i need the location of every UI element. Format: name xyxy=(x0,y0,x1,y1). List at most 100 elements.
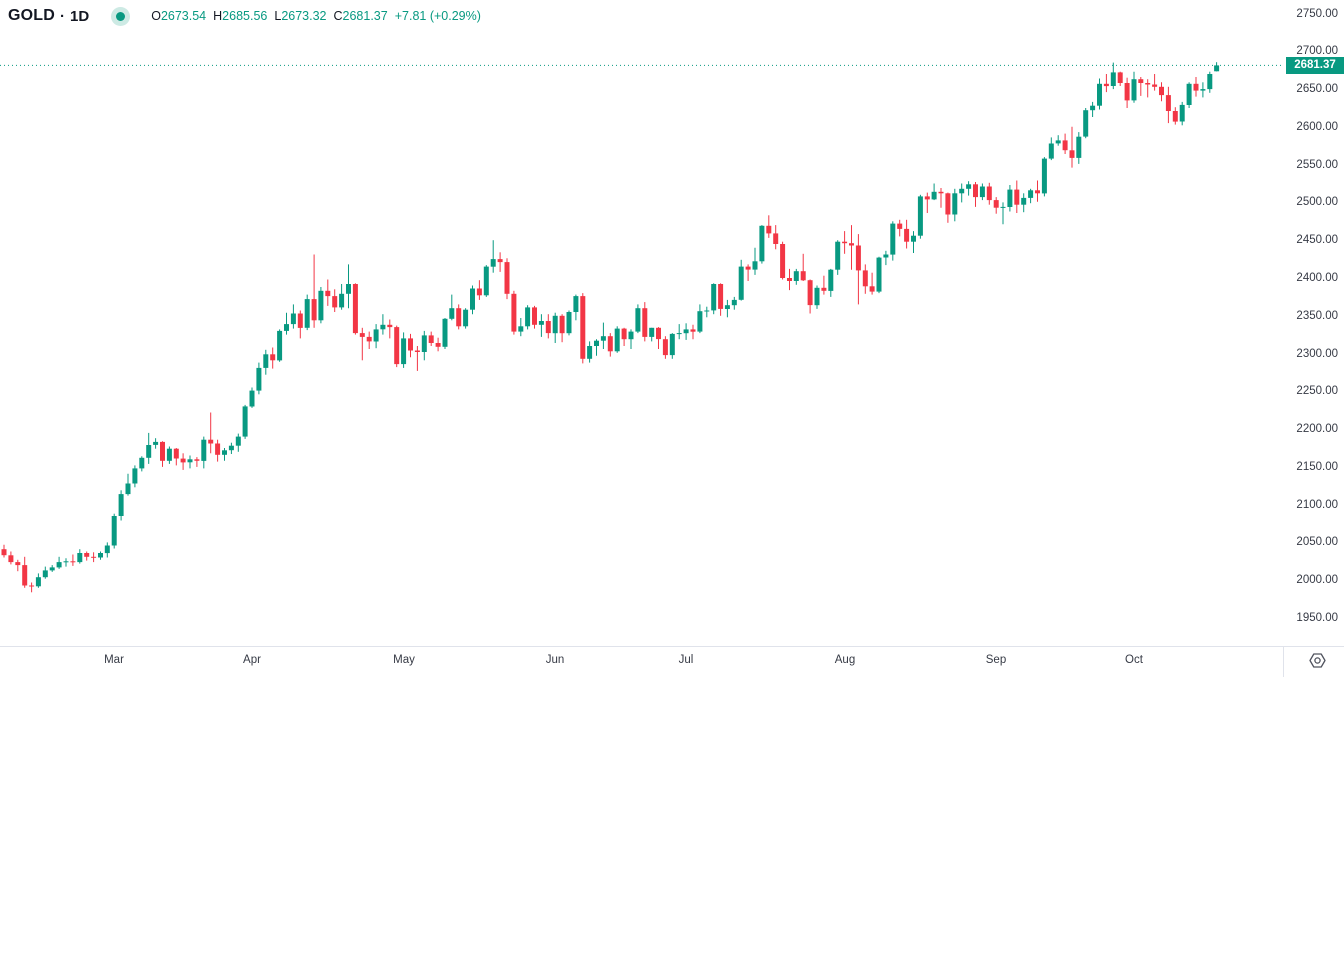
gear-icon xyxy=(1309,653,1326,668)
candle xyxy=(545,314,551,339)
last-price-tag: 2681.37 xyxy=(1286,57,1344,74)
candle xyxy=(456,304,462,330)
price-tick-label: 2350.00 xyxy=(1296,310,1338,322)
candle xyxy=(104,542,110,558)
candle xyxy=(1062,133,1068,154)
ohlc-close: C2681.37 xyxy=(333,9,388,23)
candle xyxy=(1041,157,1047,197)
candle xyxy=(1035,180,1040,202)
candle xyxy=(421,330,427,361)
candle xyxy=(518,318,524,337)
candle xyxy=(587,341,593,363)
candle xyxy=(1165,86,1171,124)
candle xyxy=(346,264,351,309)
candle xyxy=(1131,71,1137,103)
price-tick-label: 2600.00 xyxy=(1296,121,1338,133)
price-tick-label: 2400.00 xyxy=(1296,272,1338,284)
axis-corner-divider xyxy=(1283,647,1284,677)
candle xyxy=(842,231,848,254)
candle xyxy=(22,556,28,588)
price-tick-label: 2100.00 xyxy=(1296,499,1338,511)
candle xyxy=(876,256,882,294)
price-axis[interactable]: 2750.00 2700.00 2650.00 2600.00 2550.00 2500.… xyxy=(1283,0,1344,646)
chart-pane[interactable] xyxy=(0,0,1284,646)
candle xyxy=(132,465,138,488)
time-axis-label: Oct xyxy=(1125,654,1143,666)
candle xyxy=(1069,126,1075,168)
candle xyxy=(215,439,221,462)
candle xyxy=(504,258,510,300)
time-axis-label: Jul xyxy=(678,654,694,666)
candle xyxy=(304,294,310,331)
candle xyxy=(63,558,69,567)
market-status-dot-icon xyxy=(111,6,131,26)
candle xyxy=(70,554,76,566)
price-tick-label: 2050.00 xyxy=(1296,536,1338,548)
candle xyxy=(580,293,586,364)
candle xyxy=(228,442,234,454)
candle xyxy=(1207,71,1213,93)
candle xyxy=(284,312,289,335)
candle xyxy=(724,299,730,318)
candle xyxy=(1117,71,1123,86)
price-tick-label: 2150.00 xyxy=(1296,461,1338,473)
price-tick-label: 2650.00 xyxy=(1296,83,1338,95)
candle xyxy=(1214,62,1220,72)
candle xyxy=(656,327,661,349)
candle xyxy=(387,319,393,339)
symbol-name[interactable]: GOLD xyxy=(8,7,56,24)
candle xyxy=(573,294,579,321)
candle xyxy=(201,436,207,469)
price-tick-label: 2000.00 xyxy=(1296,574,1338,586)
candle xyxy=(787,268,792,291)
candle xyxy=(662,336,668,359)
candle xyxy=(1028,188,1034,204)
candle xyxy=(614,326,620,353)
candle xyxy=(532,305,537,329)
candle xyxy=(84,551,90,561)
price-tick-label: 2500.00 xyxy=(1296,196,1338,208)
candle xyxy=(256,362,262,395)
time-axis[interactable]: Mar Apr May Jun Jul Aug Sep Oct xyxy=(0,646,1344,677)
candle xyxy=(704,306,710,318)
price-tick-label: 2250.00 xyxy=(1296,385,1338,397)
candle xyxy=(938,188,944,208)
timezone-settings-button[interactable] xyxy=(1308,651,1327,670)
candle xyxy=(428,331,434,346)
candle xyxy=(125,473,131,496)
ohlc-high: H2685.56 xyxy=(213,9,268,23)
candle xyxy=(642,302,648,342)
candle xyxy=(669,333,675,359)
timeframe-label[interactable]: 1D xyxy=(70,7,90,25)
candle xyxy=(297,310,303,339)
candle xyxy=(594,339,599,356)
candle xyxy=(959,183,965,203)
candle xyxy=(118,490,124,521)
candle xyxy=(208,412,214,454)
candle xyxy=(952,188,958,222)
ohlc-readout: O2673.54 H2685.56 L2673.32 C2681.37 +7.8… xyxy=(151,9,481,23)
candle xyxy=(600,322,606,349)
candle xyxy=(414,346,420,371)
price-tick-label: 1950.00 xyxy=(1296,612,1338,624)
candle xyxy=(470,285,475,315)
candle xyxy=(359,327,365,361)
candle xyxy=(332,289,338,312)
candle xyxy=(979,183,985,201)
candle xyxy=(1172,107,1178,125)
candle xyxy=(835,240,841,275)
candle xyxy=(497,252,503,272)
chart-root: GOLD · 1D O2673.54 H2685.56 L2673.32 C26… xyxy=(0,0,1344,677)
candle xyxy=(745,264,751,281)
candle xyxy=(180,453,186,470)
price-tick-label: 2700.00 xyxy=(1296,45,1338,57)
candle xyxy=(366,331,372,349)
candle xyxy=(242,404,248,439)
candle xyxy=(1048,137,1054,161)
candle xyxy=(290,304,296,329)
candle xyxy=(401,332,407,368)
candle xyxy=(849,225,854,270)
candle xyxy=(862,264,868,294)
candle xyxy=(890,221,896,261)
candle xyxy=(1159,82,1164,102)
